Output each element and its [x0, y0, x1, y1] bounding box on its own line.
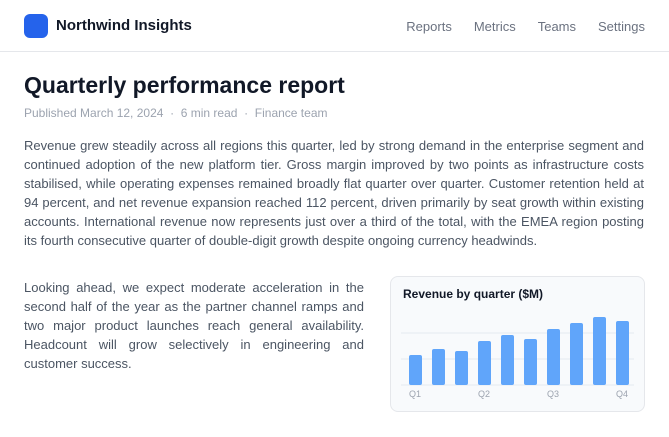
svg-text:Q4: Q4: [616, 389, 628, 399]
svg-text:Q1: Q1: [409, 389, 421, 399]
svg-text:Q2: Q2: [478, 389, 490, 399]
svg-text:Q3: Q3: [547, 389, 559, 399]
